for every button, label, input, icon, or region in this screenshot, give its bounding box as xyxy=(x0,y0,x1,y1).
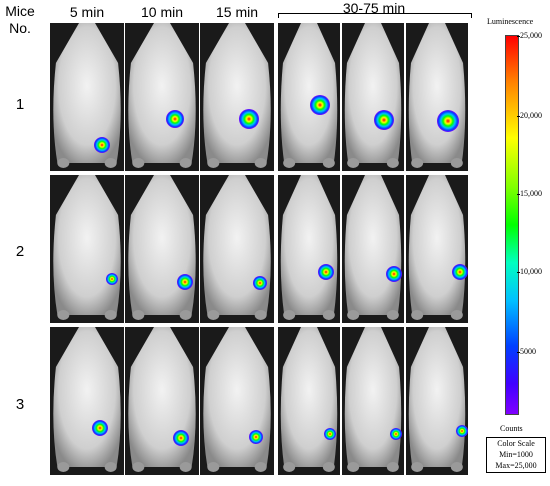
time-bracket xyxy=(278,13,472,18)
mice-label-line2: No. xyxy=(9,20,31,36)
mouse-image-row3-col5 xyxy=(342,327,404,475)
mouse-image-row2-col3 xyxy=(200,175,274,323)
mouse-image-row3-col3 xyxy=(200,327,274,475)
colorbar-tick-5000: 5000 xyxy=(517,347,536,356)
mouse-image-row3-col6 xyxy=(406,327,468,475)
mouse-image-row2-col1 xyxy=(50,175,124,323)
luminescence-colorbar xyxy=(505,35,519,415)
mouse-image-row2-col6 xyxy=(406,175,468,323)
mouse-image-row1-col3 xyxy=(200,23,274,171)
colorbar-tick-15000: 15,000 xyxy=(517,189,542,198)
row-label-3: 3 xyxy=(15,396,25,413)
colorbar-title: Luminescence xyxy=(487,17,534,26)
mouse-image-row1-col6 xyxy=(406,23,468,171)
mouse-image-row1-col1 xyxy=(50,23,124,171)
mouse-image-row1-col4 xyxy=(278,23,340,171)
color-scale-min: Min=1000 xyxy=(499,450,533,459)
mouse-image-row2-col5 xyxy=(342,175,404,323)
time-header-15min: 15 min xyxy=(215,4,259,20)
mouse-image-row2-col2 xyxy=(125,175,199,323)
row-label-1: 1 xyxy=(15,96,25,113)
time-header-5min: 5 min xyxy=(69,4,105,20)
color-scale-max: Max=25,000 xyxy=(495,461,537,470)
time-header-10min: 10 min xyxy=(140,4,184,20)
mouse-image-row3-col4 xyxy=(278,327,340,475)
color-scale-box: Color Scale Min=1000 Max=25,000 xyxy=(486,437,546,473)
row-label-2: 2 xyxy=(15,243,25,260)
mouse-image-row3-col1 xyxy=(50,327,124,475)
mouse-image-row2-col4 xyxy=(278,175,340,323)
colorbar-tick-10000: 10,000 xyxy=(517,267,542,276)
mice-label: Mice No. xyxy=(0,3,40,37)
mouse-image-row1-col2 xyxy=(125,23,199,171)
colorbar-tick-20000: 20,000 xyxy=(517,111,542,120)
time-header-30-75min: 30-75 min xyxy=(342,0,406,16)
mouse-image-row3-col2 xyxy=(125,327,199,475)
colorbar-tick-25000: 25,000 xyxy=(517,31,542,40)
color-scale-title: Color Scale xyxy=(497,439,535,448)
mice-label-line1: Mice xyxy=(5,3,35,19)
mouse-image-row1-col5 xyxy=(342,23,404,171)
colorbar-units: Counts xyxy=(500,424,523,433)
